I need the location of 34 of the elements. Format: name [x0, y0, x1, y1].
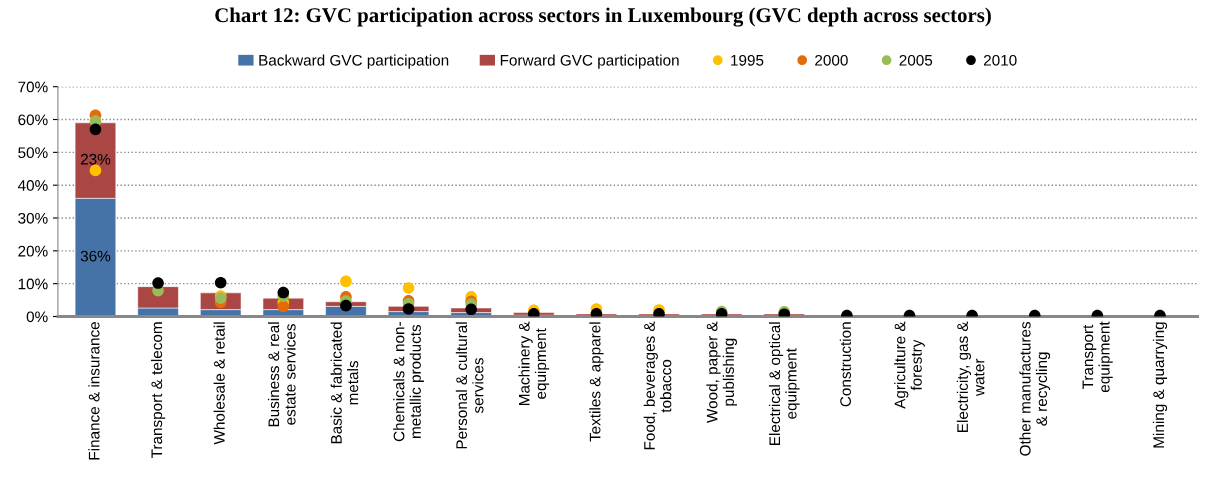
- y-tick-label: 50%: [18, 147, 48, 159]
- x-tick-label: Chemicals & non- metallic products: [393, 322, 424, 442]
- x-tick-label: Basic & fabricated metals: [330, 322, 359, 444]
- x-tick-label: Finance & insurance: [88, 322, 100, 460]
- legend-label: 2010: [983, 54, 1017, 66]
- x-tick-label: Mining & quarrying: [1152, 322, 1168, 448]
- data-label: 23%: [80, 153, 111, 165]
- y-tick-label: 20%: [18, 245, 48, 257]
- legend-label: Forward GVC participation: [500, 54, 679, 69]
- x-tick-label: Wholesale & retail: [213, 322, 225, 445]
- x-tick-label: Transport equipment: [1082, 321, 1113, 393]
- x-tick-label: Electrical & optical equipment: [768, 322, 800, 445]
- y-tick-label: 10%: [18, 278, 48, 290]
- x-tick-label: Food, beverages & tobacco: [643, 321, 672, 450]
- y-tick-label: 0%: [26, 311, 48, 323]
- x-tick-label: Construction: [839, 322, 851, 407]
- x-tick-label: Agriculture & forestry: [894, 321, 925, 409]
- y-tick-label: 70%: [18, 81, 48, 93]
- y-tick-label: 60%: [18, 114, 48, 126]
- legend-label: 1995: [731, 54, 764, 66]
- legend-label: 2000: [815, 54, 848, 66]
- x-tick-label: Electricity, gas & water: [956, 321, 985, 432]
- legend-label: Backward GVC participation: [259, 54, 449, 69]
- legend-label: 2005: [899, 54, 933, 66]
- y-tick-label: 30%: [18, 212, 48, 224]
- x-tick-label: Textiles & apparel: [589, 322, 604, 442]
- x-tick-label: Other manufactures & recycling: [1019, 321, 1051, 456]
- x-tick-label: Business & real estate services: [267, 322, 296, 427]
- data-label: 36%: [80, 250, 111, 262]
- x-tick-label: Machinery & equipment: [518, 321, 550, 406]
- chart-title: Chart 12: GVC participation across sectors in Luxembourg (GVC depth across sectors): [215, 7, 991, 27]
- x-tick-label: Personal & cultural services: [455, 322, 484, 449]
- x-tick-label: Transport & telecom: [150, 322, 166, 458]
- y-tick-label: 40%: [17, 180, 48, 191]
